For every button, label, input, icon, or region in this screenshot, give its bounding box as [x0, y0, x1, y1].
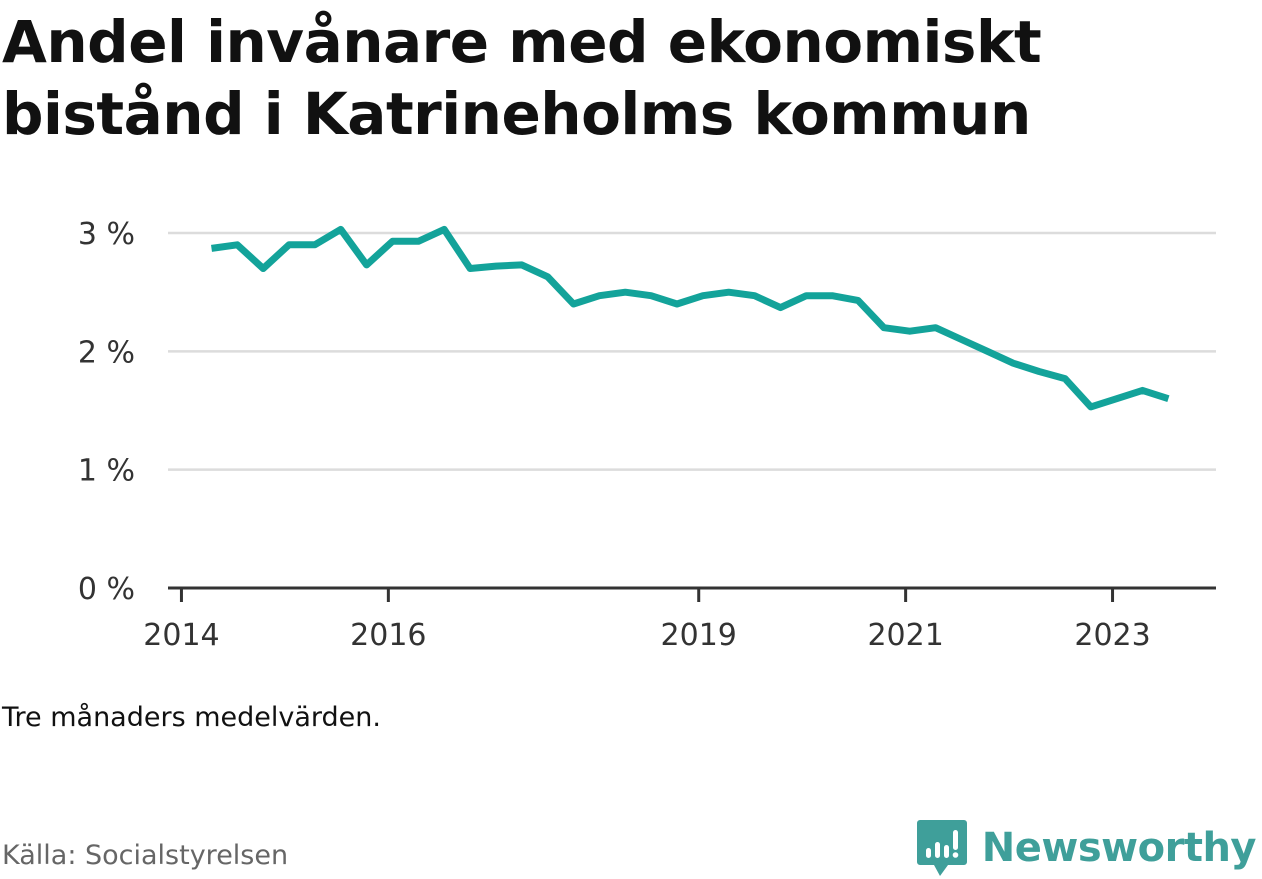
y-tick-label: 3 % — [78, 217, 135, 252]
y-axis-ticks: 0 % 1 % 2 % 3 % — [78, 217, 135, 607]
x-tick-label: 2021 — [867, 618, 943, 653]
brand-name: Newsworthy — [981, 825, 1257, 871]
x-tick-label: 2023 — [1074, 618, 1150, 653]
chart-title: Andel invånare med ekonomiskt bistånd i … — [2, 8, 1042, 148]
gridlines — [168, 231, 1216, 471]
x-tick-label: 2016 — [350, 618, 426, 653]
brand-logo: Newsworthy — [916, 818, 1257, 878]
y-tick-label: 2 % — [78, 335, 135, 370]
x-tick-label: 2019 — [661, 618, 737, 653]
x-tick-label: 2014 — [143, 618, 219, 653]
series-line — [211, 225, 1170, 411]
x-axis: 2014 2016 2019 2021 2023 — [143, 586, 1216, 653]
y-tick-label: 1 % — [78, 454, 135, 489]
y-tick-label: 0 % — [78, 572, 135, 607]
source-credit: Källa: Socialstyrelsen — [2, 840, 289, 871]
newsworthy-logo-icon — [916, 820, 967, 876]
series-group — [211, 225, 1170, 411]
chart-note: Tre månaders medelvärden. — [2, 702, 381, 733]
line-chart: 0 % 1 % 2 % 3 % 2014 2016 2019 2021 2023 — [78, 217, 1216, 653]
